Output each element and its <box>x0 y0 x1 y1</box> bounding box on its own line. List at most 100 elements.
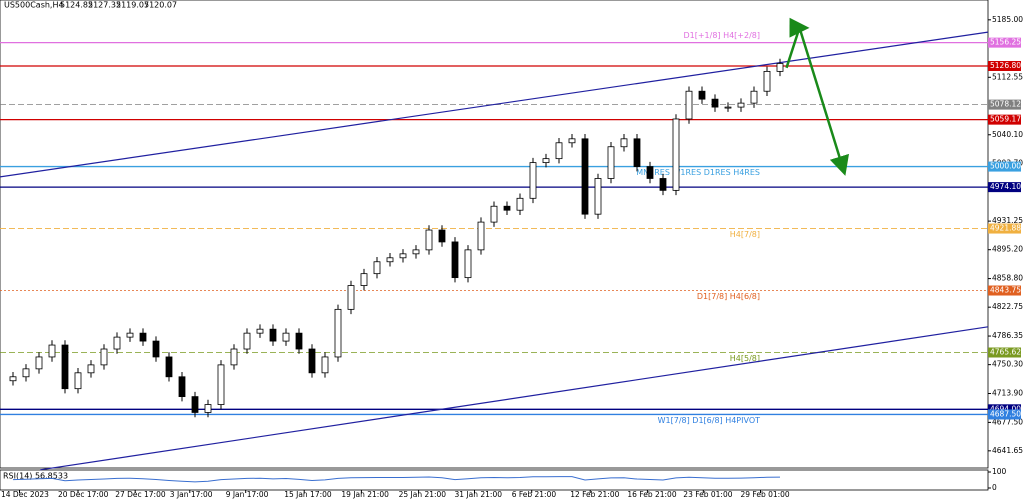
header-value: 5119.07 <box>116 1 149 10</box>
x-tick-label: 25 Jan 21:00 <box>399 490 447 499</box>
forecast-arrow <box>785 17 849 176</box>
candle-body <box>334 308 342 358</box>
candle-body <box>490 205 498 223</box>
price-tag <box>988 285 1021 296</box>
candle-body <box>373 261 381 275</box>
price-tag-label: 4974.10 <box>990 182 1021 191</box>
candle-body <box>165 356 173 378</box>
candle-body <box>74 372 82 390</box>
candle-body <box>542 158 550 164</box>
candle-body <box>308 348 316 374</box>
candle-body <box>191 396 199 413</box>
price-tag <box>988 161 1021 172</box>
price-tag-label: 4765.62 <box>990 347 1021 356</box>
candle-body <box>178 376 186 398</box>
candle-body <box>360 273 368 286</box>
candle-body <box>581 138 589 215</box>
level-label: H4[5/8] <box>730 354 760 363</box>
x-tick-label: 16 Feb 21:00 <box>627 490 676 499</box>
candle-body <box>711 98 719 108</box>
header-value: 5120.07 <box>144 1 177 10</box>
candle-body <box>100 348 108 366</box>
candle-body <box>139 332 147 342</box>
x-tick-label: 19 Jan 21:00 <box>341 490 389 499</box>
candle-body <box>698 90 706 100</box>
rsi-label: RSI(14) 56.8533 <box>3 472 68 481</box>
candle-body <box>61 344 69 390</box>
candle-body <box>243 332 251 350</box>
price-tag <box>988 404 1021 415</box>
y-tick-label: 5112.55 <box>992 72 1023 81</box>
y-tick-label: 4677.50 <box>992 417 1023 426</box>
x-tick-label: 15 Jan 17:00 <box>284 490 332 499</box>
rsi-frame <box>0 469 989 491</box>
y-tick-label: 4931.25 <box>992 216 1023 225</box>
level-label: H4[7/8] <box>730 230 760 239</box>
price-tag <box>988 114 1021 125</box>
candle-body <box>269 328 277 342</box>
level-label: D1[7/8] H4[6/8] <box>697 292 760 301</box>
candle-body <box>152 340 160 358</box>
y-tick-label: 5185.00 <box>992 15 1023 24</box>
candle-body <box>750 90 758 104</box>
x-tick-label: 14 Dec 2023 <box>1 490 49 499</box>
candle-body <box>464 249 472 279</box>
candle-body <box>87 364 95 374</box>
price-tag-label: 4921.88 <box>990 224 1021 233</box>
price-tag-label: 5126.80 <box>990 61 1021 70</box>
candle-body <box>659 178 667 191</box>
price-tag-label: 5156.25 <box>990 38 1021 47</box>
price-tag-label: 4687.50 <box>990 409 1021 418</box>
candle-body <box>477 221 485 251</box>
x-tick-label: 12 Feb 21:00 <box>570 490 619 499</box>
candle-body <box>685 90 693 120</box>
x-tick-label: 6 Feb 21:00 <box>512 490 557 499</box>
candle-body <box>646 166 654 179</box>
candle-body <box>386 257 394 263</box>
y-tick-label: 4822.75 <box>992 302 1023 311</box>
candle-body <box>451 241 459 279</box>
candle-body <box>217 364 225 405</box>
rsi-tick-label: 100 <box>992 467 1007 476</box>
candle-body <box>594 178 602 215</box>
candle-body <box>425 229 433 251</box>
y-tick-label: 4786.35 <box>992 331 1023 340</box>
price-tag-label: 5078.12 <box>990 100 1021 109</box>
candle-body <box>9 376 17 382</box>
candle-body <box>204 404 212 413</box>
candle-body <box>516 197 524 211</box>
candle-body <box>529 162 537 199</box>
candle-body <box>633 138 641 167</box>
level-label: W1[7/8] D1[6/8] H4PIVOT <box>658 416 760 425</box>
rsi-line <box>12 476 781 483</box>
plot-frame <box>0 0 989 469</box>
candle-body <box>776 63 784 72</box>
level-label: MN1RES W1RES D1RES H4RES <box>636 168 760 177</box>
rsi-tick-label: 0 <box>992 483 997 492</box>
candle-body <box>22 368 30 378</box>
candle-body <box>48 344 56 358</box>
candle-body <box>737 102 745 108</box>
candle-body <box>399 253 407 259</box>
candle-body <box>282 332 290 342</box>
header-value: 5124.82 <box>60 1 93 10</box>
candle-body <box>607 146 615 179</box>
price-tag <box>988 60 1021 71</box>
price-tag <box>988 182 1021 193</box>
candle-body <box>724 106 732 109</box>
x-tick-label: 31 Jan 21:00 <box>455 490 503 499</box>
price-tag <box>988 37 1021 48</box>
header-value: 5127.32 <box>88 1 121 10</box>
candle-body <box>555 142 563 160</box>
candle-body <box>503 205 511 211</box>
x-tick-label: 29 Feb 01:00 <box>741 490 790 499</box>
x-tick-label: 23 Feb 01:00 <box>683 490 732 499</box>
y-tick-label: 4895.20 <box>992 245 1023 254</box>
symbol: US500Cash,H4 <box>4 1 64 10</box>
candle-body <box>126 332 134 338</box>
candle-body <box>568 138 576 144</box>
candle-body <box>113 336 121 350</box>
candle-body <box>35 356 43 370</box>
